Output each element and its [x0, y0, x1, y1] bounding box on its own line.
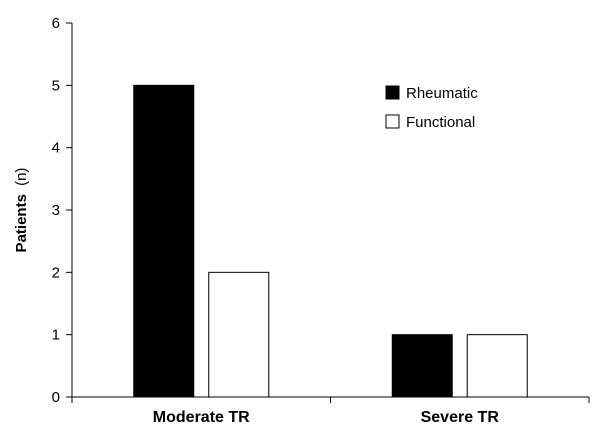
legend: Rheumatic Functional [385, 85, 478, 131]
y-axis-title-unit: (n) [13, 168, 30, 186]
legend-swatch-functional [385, 114, 400, 129]
y-tick-label: 4 [52, 140, 60, 157]
legend-label-rheumatic: Rheumatic [406, 85, 478, 102]
y-axis: 0 1 2 3 4 5 6 [52, 15, 73, 406]
bar-rheumatic-moderate-tr [133, 84, 195, 398]
y-tick-label: 6 [52, 15, 60, 32]
y-tick-label: 0 [52, 389, 60, 406]
y-axis-title-main: Patients [13, 194, 30, 252]
y-ticks: 0 1 2 3 4 5 6 [52, 15, 72, 406]
x-axis: Moderate TR Severe TR [71, 396, 590, 426]
bar-functional-severe-tr [466, 334, 528, 398]
bar-rheumatic-severe-tr [391, 334, 453, 398]
y-tick-label: 2 [52, 264, 60, 281]
y-tick-label: 5 [52, 77, 60, 94]
legend-label-functional: Functional [406, 114, 475, 131]
legend-swatch-rheumatic [385, 85, 400, 100]
y-axis-title: Patients (n) [13, 168, 30, 253]
y-tick-label: 3 [52, 202, 60, 219]
bars [133, 84, 528, 398]
bar-functional-moderate-tr [208, 271, 270, 398]
x-category-label: Severe TR [421, 409, 500, 426]
x-category-label: Moderate TR [153, 409, 250, 426]
y-tick-label: 1 [52, 327, 60, 344]
x-ticks: Moderate TR Severe TR [71, 397, 590, 426]
